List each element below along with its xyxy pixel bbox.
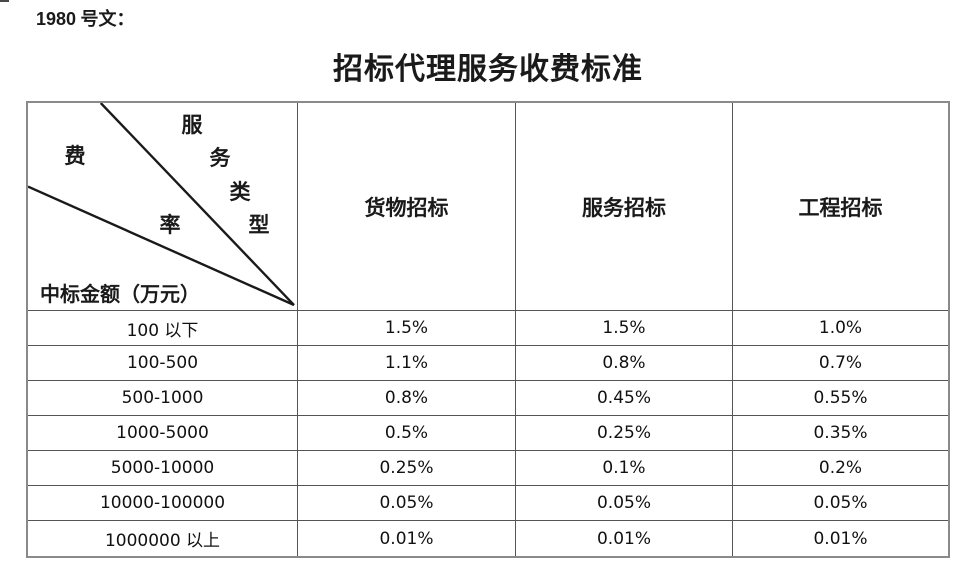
- page-title: 招标代理服务收费标准: [333, 53, 643, 86]
- fee-cell: 0.45%: [516, 381, 733, 416]
- fee-cell: 0.1%: [516, 451, 733, 486]
- fee-cell: 0.7%: [733, 346, 948, 381]
- corner-label-service-char-4: 型: [248, 213, 270, 237]
- fee-cell: 0.25%: [516, 416, 733, 451]
- column-header-goods: 货物招标: [298, 103, 516, 311]
- fee-cell: 0.2%: [733, 451, 948, 486]
- row-label: 500-1000: [28, 381, 298, 416]
- row-label: 1000-5000: [28, 416, 298, 451]
- doc-number-label: 1980 号文：: [36, 5, 135, 31]
- doc-number: 1980: [36, 9, 77, 29]
- row-label: 100-500: [28, 346, 298, 381]
- fee-cell: 1.0%: [733, 311, 948, 346]
- fee-cell: 0.8%: [298, 381, 516, 416]
- fee-cell: 0.8%: [516, 346, 733, 381]
- row-label: 1000000 以上: [28, 521, 298, 556]
- column-header-engineering: 工程招标: [733, 103, 948, 311]
- corner-amount-label: 中标金额（万元）: [40, 284, 200, 306]
- fee-cell: 1.5%: [298, 311, 516, 346]
- corner-label-service-char-2: 务: [209, 146, 231, 170]
- page-edge-artifact: [0, 0, 9, 2]
- fee-cell: 0.25%: [298, 451, 516, 486]
- row-label: 10000-100000: [28, 486, 298, 521]
- diagonal-split-lines-icon: [28, 103, 295, 307]
- fee-cell: 1.5%: [516, 311, 733, 346]
- fee-cell: 0.01%: [298, 521, 516, 556]
- doc-number-suffix: 号文：: [80, 9, 135, 29]
- table-corner-diagonal-cell: 服 务 类 型 费 率 中标金额（万元）: [28, 103, 298, 311]
- fee-cell: 0.55%: [733, 381, 948, 416]
- fee-cell: 0.01%: [516, 521, 733, 556]
- column-header-service: 服务招标: [516, 103, 733, 311]
- corner-label-service-char-3: 类: [229, 180, 251, 204]
- fee-cell: 0.5%: [298, 416, 516, 451]
- fee-cell: 0.05%: [298, 486, 516, 521]
- corner-label-service-char-1: 服: [181, 113, 203, 137]
- corner-label-rate-char-2: 率: [159, 213, 181, 237]
- fee-cell: 0.35%: [733, 416, 948, 451]
- fee-cell: 0.05%: [733, 486, 948, 521]
- fee-cell: 1.1%: [298, 346, 516, 381]
- fee-standard-table: 服 务 类 型 费 率 中标金额（万元） 货物招标 服务招标 工程招标 100 …: [26, 101, 950, 558]
- corner-label-rate-char-1: 费: [64, 144, 86, 168]
- row-label: 100 以下: [28, 311, 298, 346]
- fee-cell: 0.05%: [516, 486, 733, 521]
- fee-cell: 0.01%: [813, 528, 868, 549]
- row-label: 5000-10000: [28, 451, 298, 486]
